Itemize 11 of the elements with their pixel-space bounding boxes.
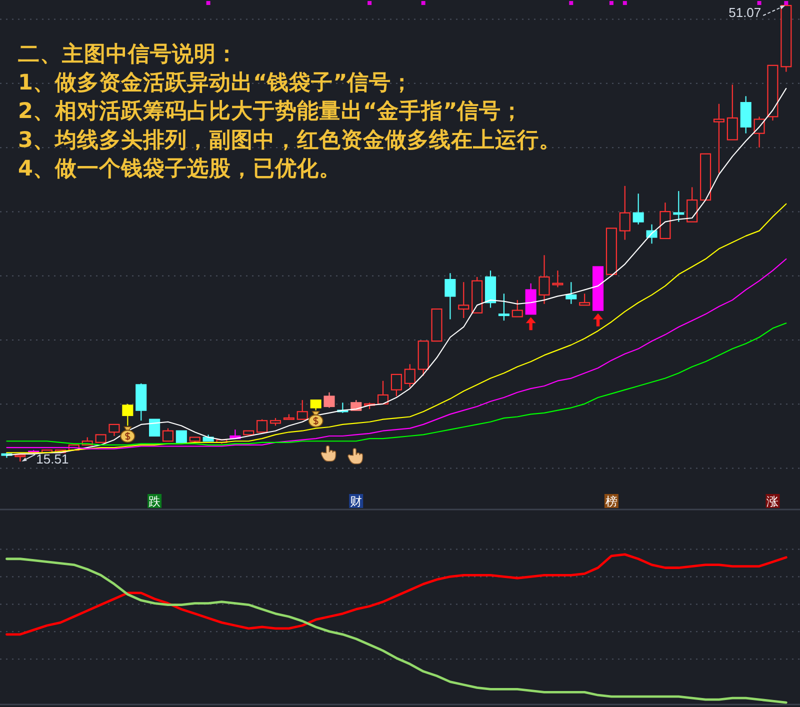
category-tag: 财 <box>349 494 364 508</box>
annotation: 3、均线多头排列，副图中，红色资金做多线在上运行。 <box>18 128 561 153</box>
annotation: 1、做多资金活跃异动出“钱袋子”信号； <box>18 70 414 96</box>
category-tag: 跌 <box>148 494 162 508</box>
category-tag: 榜 <box>604 494 618 508</box>
annotation: 2、相对活跃筹码占比大于势能量出“金手指”信号； <box>18 99 524 124</box>
text: 二、主图中信号说明： <box>18 41 238 67</box>
annotation: 51.07 <box>728 4 762 20</box>
category-tag: 涨 <box>766 494 780 508</box>
annotation: 15.51 <box>36 451 69 466</box>
annotation: 4、做一个钱袋子选股，已优化。 <box>18 156 341 182</box>
